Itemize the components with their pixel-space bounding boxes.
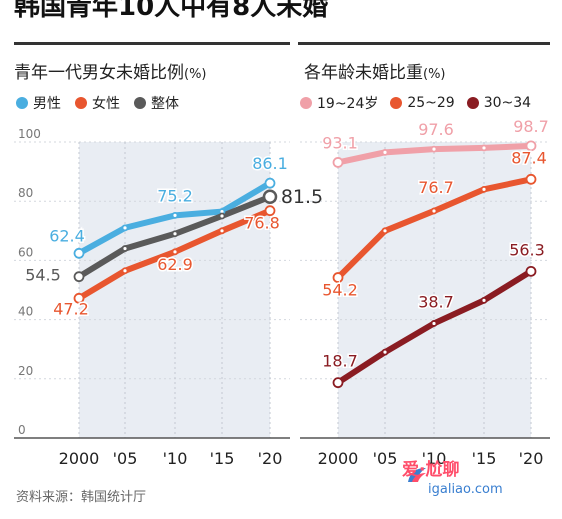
- data-point: [121, 267, 129, 275]
- data-point: [332, 272, 344, 283]
- data-point: [430, 320, 438, 327]
- chart-age-group: 2000 '05 '10 '15 '20 93.1 97.6 98.7 54.2 76.7 87.4…: [300, 115, 550, 468]
- data-point: [73, 247, 85, 259]
- left-panel-title-text: 青年一代男女未婚比例: [14, 63, 184, 83]
- data-point: [171, 230, 179, 238]
- source-note: 资料来源：韩国统计厅: [16, 490, 147, 505]
- y-tick-label: 80: [18, 186, 33, 200]
- data-point: [73, 271, 85, 283]
- data-label: 81.5: [281, 186, 323, 208]
- legend-swatch-male: [16, 97, 28, 109]
- data-point: [171, 248, 179, 256]
- y-tick-label: 100: [18, 127, 41, 141]
- data-point: [381, 148, 389, 156]
- data-point: [171, 212, 179, 219]
- data-label: 97.6: [418, 120, 454, 139]
- legend-label-age-30-34: 30~34: [483, 95, 532, 111]
- data-point: [525, 173, 537, 185]
- data-label: 62.4: [49, 226, 85, 245]
- right-panel-title: 各年龄未婚比重(%): [304, 58, 446, 83]
- x-tick-label: '20: [519, 449, 544, 468]
- y-tick-label: 40: [18, 305, 33, 319]
- data-point: [480, 144, 488, 152]
- x-tick-label: '05: [113, 449, 138, 468]
- left-legend: 男性 女性 整体: [16, 93, 179, 113]
- data-label: 98.7: [513, 117, 549, 136]
- legend-item-female: 女性: [75, 93, 120, 113]
- y-tick-label: 20: [18, 364, 33, 378]
- legend-item-male: 男性: [16, 93, 61, 113]
- data-label: 54.5: [25, 266, 61, 285]
- x-tick-label: '15: [472, 449, 497, 468]
- data-point: [381, 227, 389, 235]
- data-point: [480, 185, 488, 193]
- legend-label-age-19-24: 19~24岁: [317, 96, 379, 112]
- legend-item-age-30-34: 30~34: [466, 93, 532, 113]
- data-label: 62.9: [157, 255, 193, 274]
- legend-label-male: 男性: [33, 96, 61, 112]
- data-point: [262, 189, 278, 205]
- data-point: [264, 205, 276, 217]
- data-point: [73, 292, 85, 304]
- data-label: 93.1: [322, 133, 358, 152]
- data-point: [430, 145, 438, 153]
- x-tick-label: '10: [163, 449, 188, 468]
- x-tick-label: 2000: [318, 449, 359, 468]
- legend-label-age-25-29: 25~29: [407, 95, 455, 111]
- data-point: [525, 140, 537, 152]
- right-title-rule: [298, 42, 550, 45]
- right-legend: 19~24岁 25~29 30~34: [300, 93, 531, 113]
- data-label: 75.2: [157, 186, 193, 205]
- watermark-url: igaliao.com: [428, 482, 503, 497]
- data-point: [332, 157, 344, 168]
- x-tick-label: '15: [210, 449, 235, 468]
- data-label: 76.8: [244, 214, 280, 233]
- legend-swatch-age-25-29: [390, 97, 403, 109]
- data-label: 86.1: [252, 154, 288, 173]
- right-panel-title-text: 各年龄未婚比重: [304, 63, 423, 83]
- data-point: [525, 265, 537, 277]
- legend-item-age-25-29: 25~29: [390, 93, 455, 113]
- x-tick-label: '10: [422, 449, 447, 468]
- data-label: 47.2: [53, 299, 89, 318]
- watermark-logo-icon: [408, 468, 426, 482]
- data-point: [264, 177, 276, 189]
- data-label: 54.2: [322, 281, 358, 300]
- x-tick-label: 2000: [59, 449, 100, 468]
- data-label: 18.7: [322, 352, 358, 371]
- right-panel-unit: (%): [423, 67, 446, 82]
- data-point: [218, 227, 226, 235]
- legend-swatch-age-19-24: [300, 97, 312, 109]
- data-label: 87.4: [511, 148, 547, 167]
- data-label: 56.3: [509, 240, 545, 259]
- legend-item-overall: 整体: [134, 93, 179, 113]
- left-panel-title: 青年一代男女未婚比例(%): [14, 58, 207, 83]
- data-point: [332, 377, 344, 389]
- main-title: 韩国青年10人中有8人未婚: [14, 0, 329, 22]
- y-tick-label: 60: [18, 245, 33, 259]
- data-point: [480, 296, 488, 304]
- data-point: [121, 245, 129, 252]
- left-title-rule: [14, 42, 290, 45]
- x-tick-label: '05: [373, 449, 398, 468]
- data-point: [430, 207, 438, 215]
- data-point: [381, 348, 389, 356]
- watermark-text: 爱·尬聊: [402, 460, 460, 480]
- legend-swatch-female: [75, 97, 87, 109]
- legend-swatch-age-30-34: [466, 97, 479, 109]
- legend-item-age-19-24: 19~24岁: [300, 93, 378, 113]
- left-panel-unit: (%): [184, 67, 207, 82]
- legend-label-overall: 整体: [151, 96, 179, 112]
- x-tick-label: '20: [258, 449, 283, 468]
- data-point: [121, 224, 129, 232]
- data-point: [218, 212, 226, 220]
- chart-gender-group: 0 20 40 60 80 100 2000 '05 '10 '15 '20 62.4 75.2 86.1…: [14, 127, 325, 468]
- legend-label-female: 女性: [92, 96, 120, 112]
- legend-swatch-overall: [134, 97, 146, 109]
- data-label: 76.7: [418, 178, 454, 197]
- y-tick-label: 0: [18, 423, 26, 437]
- data-label: 38.7: [418, 292, 454, 311]
